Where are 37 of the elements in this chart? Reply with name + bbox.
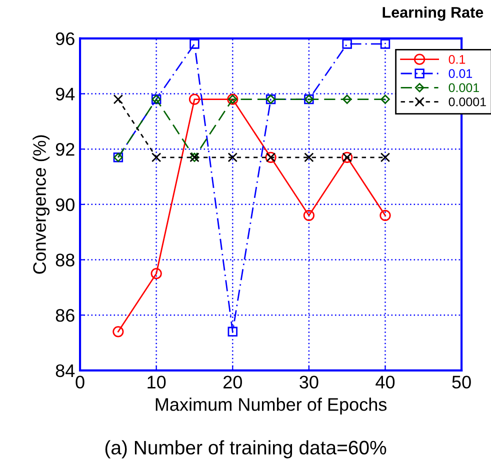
point [380,210,391,222]
y-axis-title: Convergence (%) [32,135,50,274]
x-tick-label: 50 [452,376,471,389]
text: (a) Number of training data=60% [105,440,386,458]
point [342,94,352,104]
point [380,94,390,104]
legend-title: Learning Rate [382,6,484,21]
y-tick-label: 88 [56,254,74,266]
point [190,39,200,49]
x-tick-label: 20 [224,376,242,389]
point [380,39,390,49]
y-tick-label: 84 [56,364,75,378]
y-tick-label: 86 [56,309,74,322]
legend-label: 0.0001 [448,97,486,106]
x-tick-label: 30 [300,376,318,389]
x-tick-label: 40 [376,376,395,389]
point [113,94,124,104]
point [112,326,124,338]
y-tick-label: 96 [56,32,74,46]
point [304,152,314,162]
point [342,39,352,49]
point [380,152,390,162]
point [188,94,200,105]
point [150,268,162,280]
legend-label: 0.1 [448,54,466,64]
y-tick-label: 90 [56,198,74,212]
legend-label: 0.001 [448,83,479,92]
legend-label: 0.01 [448,69,472,78]
point [228,152,238,162]
y-tick-label: 94 [56,88,75,100]
x-tick-label: 10 [148,376,166,389]
point [303,210,314,222]
y-tick-label: 92 [56,143,74,156]
x-axis-title: Maximum Number of Epochs [156,398,387,414]
point [228,326,238,337]
x-tick-label: 0 [76,376,84,389]
point [151,152,162,162]
